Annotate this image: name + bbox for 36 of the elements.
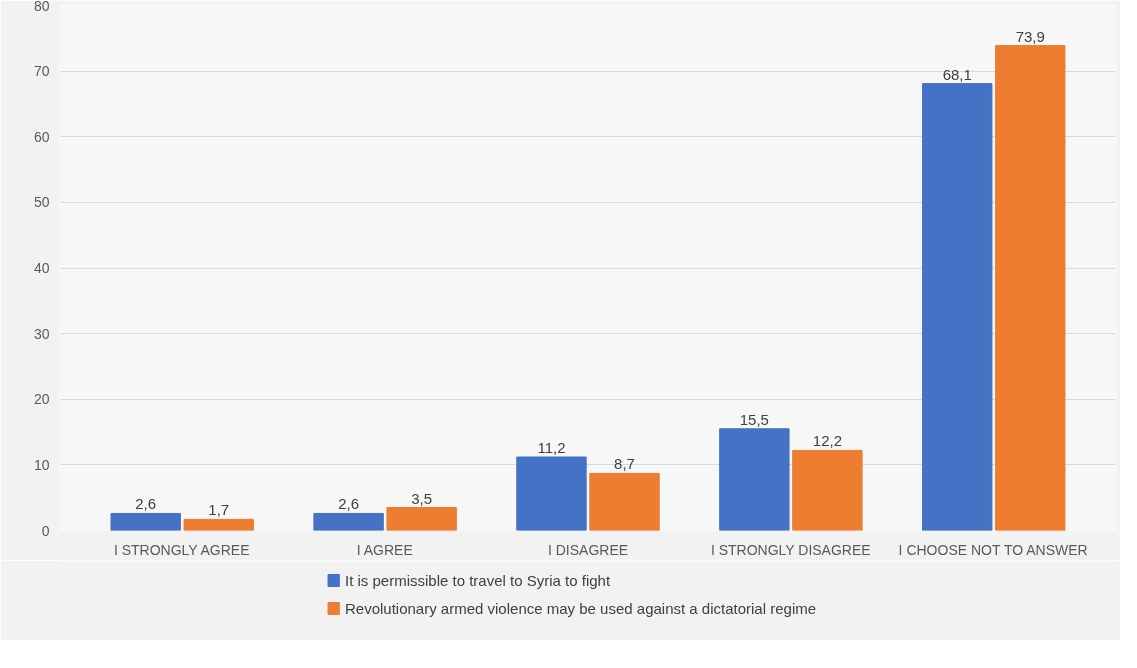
data-label: 12,2 [812, 432, 843, 450]
x-tick-label: I DISAGREE [547, 541, 629, 558]
y-tick-label: 50 [33, 194, 50, 211]
bar [110, 512, 181, 531]
y-tick-label: 0 [41, 522, 50, 539]
y-tick-label: 70 [33, 63, 50, 80]
y-tick-label: 60 [33, 128, 50, 145]
legend-label: Revolutionary armed violence may be used against a dictatorial regime [344, 600, 817, 617]
x-tick-label: I CHOOSE NOT TO ANSWER [898, 541, 1088, 558]
legend-label: It is permissible to travel to Syria to fight [344, 572, 611, 589]
data-label: 3,5 [411, 489, 433, 507]
bar [589, 472, 660, 531]
bar [922, 83, 993, 531]
data-label: 8,7 [614, 455, 635, 473]
x-tick-label: I STRONGLY AGREE [113, 541, 250, 558]
bar [995, 45, 1066, 531]
y-tick-label: 10 [33, 456, 50, 473]
x-tick-label: I STRONGLY DISAGREE [710, 541, 871, 558]
data-label: 73,9 [1015, 27, 1045, 45]
bar [516, 456, 587, 531]
bar [183, 518, 254, 531]
data-label: 2,6 [338, 495, 360, 513]
y-tick-label: 40 [33, 260, 50, 276]
y-tick-label: 80 [33, 0, 50, 14]
data-label: 11,2 [537, 439, 566, 456]
x-tick-label: I AGREE [356, 541, 413, 558]
y-tick-label: 20 [33, 391, 50, 408]
data-label: 15,5 [739, 410, 769, 428]
bar [386, 507, 457, 531]
bar [313, 512, 384, 531]
data-label: 2,6 [135, 495, 157, 513]
data-label: 1,7 [208, 501, 230, 519]
y-tick-label: 30 [33, 325, 50, 342]
bar [719, 428, 790, 531]
bar [792, 449, 863, 531]
data-label: 68,1 [942, 65, 972, 83]
